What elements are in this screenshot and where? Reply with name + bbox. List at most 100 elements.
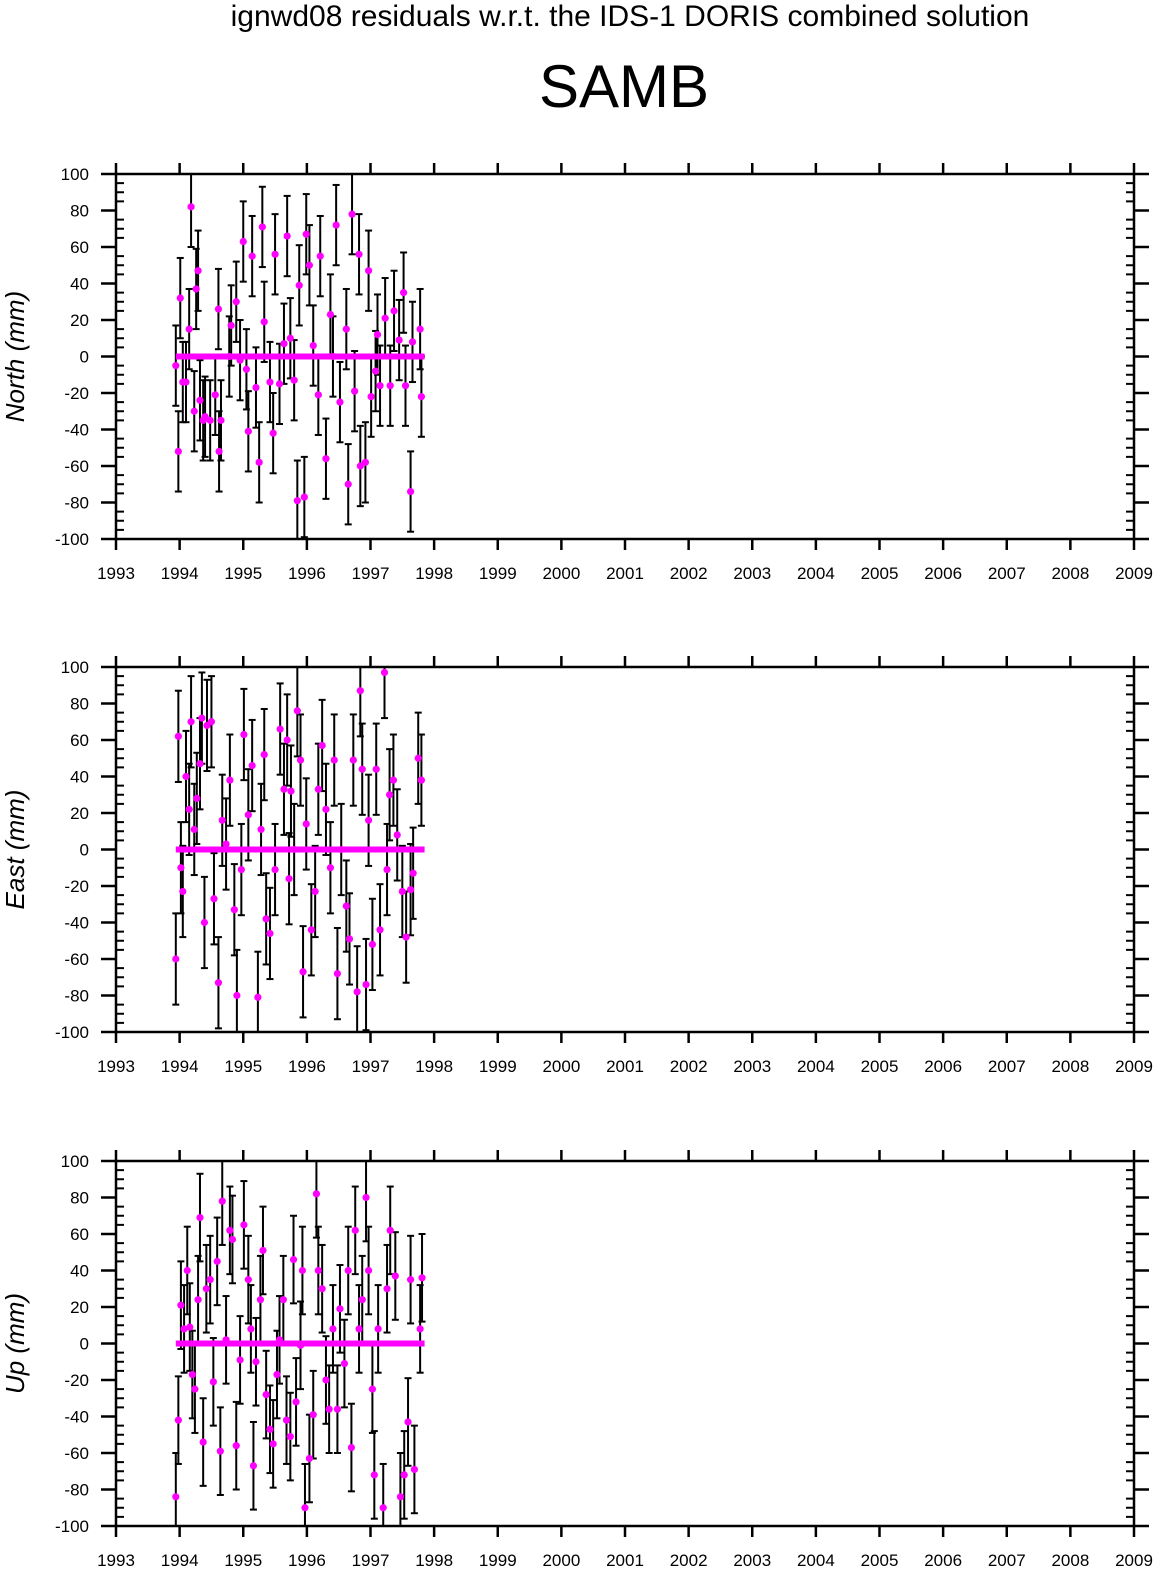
data-point	[356, 462, 364, 470]
data-point	[177, 864, 185, 872]
data-point	[298, 1266, 307, 1275]
panel-north: 1993 1994 1995 1996 1997 1998 1999 2000 2001 2002…	[0, 163, 1153, 583]
error-bar	[187, 174, 195, 248]
data-point	[194, 267, 202, 275]
data-point	[286, 1432, 294, 1441]
data-point	[391, 1272, 399, 1280]
x-tick-label: 2002	[670, 564, 708, 583]
data-point	[336, 398, 344, 406]
y-tick-label: 20	[70, 311, 89, 330]
data-point	[355, 250, 363, 258]
error-bar	[379, 1462, 387, 1526]
error-bar	[233, 948, 241, 1032]
y-axis-label: North (mm)	[0, 291, 30, 422]
x-tick-label: 2006	[924, 564, 962, 583]
data-point	[330, 756, 338, 764]
x-tick-label: 1995	[224, 1551, 262, 1570]
x-tick-label: 1995	[224, 1057, 262, 1076]
x-tick-label: 2003	[733, 1551, 771, 1570]
y-tick-label: -20	[64, 877, 89, 896]
data-point	[396, 1493, 405, 1501]
x-tick-label: 2007	[988, 1551, 1026, 1570]
data-point	[314, 391, 322, 399]
data-point	[406, 886, 415, 894]
data-point	[179, 887, 187, 896]
data-point	[172, 1493, 180, 1501]
data-point	[285, 875, 293, 883]
y-tick-label: -60	[64, 1444, 89, 1463]
x-tick-label: 1994	[161, 1551, 199, 1570]
x-tick-label: 2009	[1115, 1057, 1153, 1076]
data-point	[258, 223, 266, 231]
y-tick-label: -100	[55, 1023, 89, 1042]
data-point	[282, 1416, 291, 1424]
data-point	[228, 1235, 237, 1244]
data-point	[257, 825, 265, 834]
data-point	[389, 776, 398, 784]
data-point	[242, 365, 251, 373]
data-point	[194, 1296, 202, 1304]
x-tick-label: 1997	[352, 1057, 390, 1076]
x-tick-label: 2008	[1051, 564, 1089, 583]
data-point	[280, 340, 288, 348]
data-point	[226, 776, 234, 784]
data-point	[216, 1447, 224, 1455]
data-point	[399, 289, 408, 297]
error-bar	[301, 1462, 309, 1526]
data-point	[248, 761, 256, 770]
data-point	[400, 1471, 408, 1479]
x-tick-label: 2001	[606, 1057, 644, 1076]
data-point	[186, 1323, 194, 1331]
data-point	[322, 805, 330, 813]
data-point	[174, 1416, 182, 1424]
data-point	[295, 281, 303, 289]
data-point	[180, 1325, 188, 1333]
y-tick-label: 60	[70, 238, 89, 257]
data-point	[176, 294, 184, 302]
data-point	[368, 1385, 377, 1393]
panel-up: 1993 1994 1995 1996 1997 1998 1999 2000 2001 2002…	[0, 1150, 1153, 1570]
data-point	[196, 396, 204, 404]
data-point	[206, 416, 214, 424]
x-tick-label: 1999	[479, 564, 517, 583]
data-point	[259, 1246, 267, 1255]
data-point	[172, 362, 180, 370]
data-point	[336, 1305, 344, 1313]
data-point	[358, 765, 366, 773]
x-tick-label: 2000	[542, 1551, 580, 1570]
data-point	[266, 1425, 274, 1433]
data-point	[211, 391, 219, 399]
x-tick-label: 2003	[733, 564, 771, 583]
data-point	[192, 285, 200, 293]
data-point	[386, 382, 394, 390]
error-bar	[254, 950, 262, 1032]
data-point	[249, 1462, 258, 1470]
data-point	[322, 1376, 330, 1384]
data-point	[351, 1226, 359, 1234]
data-point	[252, 383, 260, 392]
x-tick-label: 2004	[797, 564, 835, 583]
x-tick-label: 1996	[288, 564, 326, 583]
data-point	[414, 754, 422, 762]
data-point	[182, 378, 190, 386]
data-point	[355, 1325, 363, 1333]
data-point	[364, 267, 373, 275]
panel-east: 1993 1994 1995 1996 1997 1998 1999 2000 2001 2002…	[0, 656, 1153, 1076]
data-point	[218, 816, 226, 824]
data-point	[299, 968, 307, 976]
data-point	[227, 321, 235, 330]
data-point	[372, 765, 380, 773]
y-tick-label: 40	[70, 768, 89, 787]
data-point	[233, 991, 241, 1000]
data-point	[309, 1411, 317, 1419]
data-point	[337, 845, 345, 854]
x-tick-label: 2001	[606, 564, 644, 583]
y-tick-label: 60	[70, 731, 89, 750]
data-point	[172, 955, 180, 963]
y-tick-label: -80	[64, 494, 89, 513]
data-point	[342, 325, 350, 333]
x-tick-label: 1999	[479, 1551, 517, 1570]
data-point	[345, 935, 354, 943]
figure-title: ignwd08 residuals w.r.t. the IDS-1 DORIS…	[231, 0, 1030, 33]
data-point	[322, 455, 330, 463]
